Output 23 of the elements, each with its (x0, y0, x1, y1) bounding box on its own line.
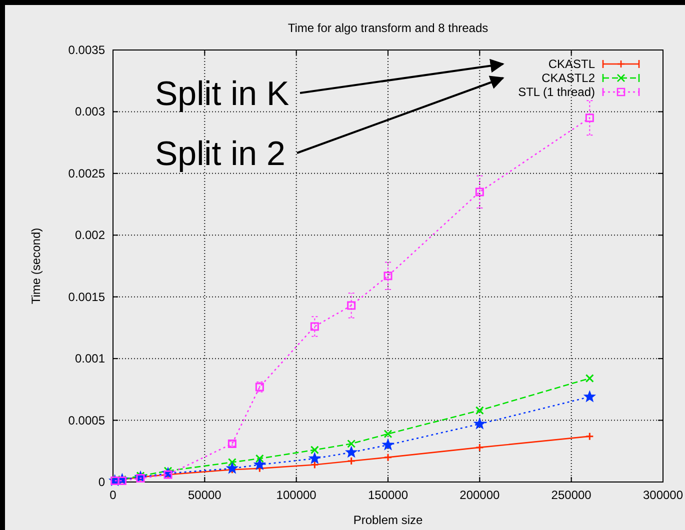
y-tick-label: 0.002 (74, 228, 106, 242)
legend-label: CKASTL2 (542, 71, 596, 85)
x-axis-title: Problem size (353, 513, 424, 527)
y-tick-label: 0 (98, 475, 106, 489)
x-tick-label: 250000 (551, 488, 592, 502)
legend-label: STL (1 thread) (518, 85, 596, 99)
y-tick-label: 0.0025 (68, 166, 106, 180)
x-tick-label: 100000 (276, 488, 317, 502)
annotation: Split in 2 (155, 135, 286, 173)
y-tick-label: 0.0035 (68, 43, 106, 57)
annotation: Split in K (155, 75, 290, 113)
chart-title: Time for algo transform and 8 threads (288, 21, 488, 35)
y-tick-label: 0.001 (74, 352, 106, 366)
x-tick-label: 0 (110, 488, 117, 502)
x-tick-label: 300000 (642, 488, 684, 502)
x-tick-label: 50000 (188, 488, 222, 502)
x-tick-label: 150000 (368, 488, 408, 502)
x-tick-label: 200000 (460, 488, 500, 502)
y-tick-label: 0.003 (74, 104, 106, 119)
y-tick-label: 0.0005 (68, 413, 106, 428)
y-tick-label: 0.0015 (68, 290, 106, 304)
y-axis-title: Time (second) (29, 228, 43, 304)
legend-label: CKASTL (548, 57, 596, 71)
